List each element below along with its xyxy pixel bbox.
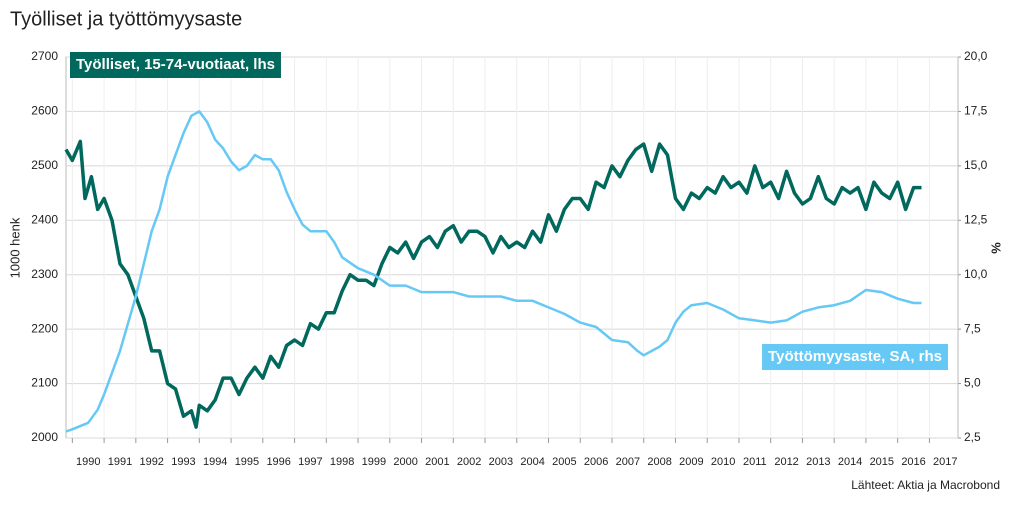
legend-box <box>70 52 281 78</box>
x-tick-label: 1992 <box>139 456 163 468</box>
x-tick-label: 2007 <box>616 456 640 468</box>
x-tick-label: 2012 <box>774 456 798 468</box>
x-tick-label: 2016 <box>901 456 925 468</box>
series-line <box>65 110 922 433</box>
chart-title: Työlliset ja työttömyysaste <box>10 8 242 30</box>
x-tick-label: 1997 <box>298 456 322 468</box>
source-note: Lähteet: Aktia ja Macrobond <box>851 478 1000 492</box>
x-tick-label: 1999 <box>362 456 386 468</box>
y-tick-label: 2000 <box>31 430 58 444</box>
x-tick-label: 2000 <box>393 456 417 468</box>
x-tick-label: 2017 <box>933 456 957 468</box>
x-tick-label: 2015 <box>870 456 894 468</box>
y-tick-label: 2200 <box>31 321 58 335</box>
x-tick-label: 1998 <box>330 456 354 468</box>
x-tick-label: 1990 <box>76 456 100 468</box>
x-tick-label: 2011 <box>743 456 767 468</box>
x-tick-label: 2001 <box>425 456 449 468</box>
y2-tick-label: 17,5 <box>964 104 988 118</box>
y2-tick-label: 20,0 <box>964 49 988 63</box>
x-tick-label: 1996 <box>266 456 290 468</box>
y-tick-label: 2100 <box>31 376 58 390</box>
y-axis-label: 1000 henk <box>7 217 22 278</box>
x-tick-label: 2008 <box>647 456 671 468</box>
y2-tick-label: 12,5 <box>964 212 988 226</box>
y2-axis-label: % <box>989 242 1004 254</box>
legend-label: Työttömyysaste, SA, rhs <box>768 348 942 365</box>
y-tick-label: 2300 <box>31 267 58 281</box>
y2-tick-label: 15,0 <box>964 158 988 172</box>
y2-tick-label: 7,5 <box>964 321 981 335</box>
x-tick-label: 1993 <box>171 456 195 468</box>
x-tick-label: 1994 <box>203 456 227 468</box>
legend-label: Työlliset, 15-74-vuotiaat, lhs <box>76 56 275 73</box>
x-tick-label: 2004 <box>520 456 544 468</box>
y2-tick-label: 5,0 <box>964 376 981 390</box>
x-tick-label: 2013 <box>806 456 830 468</box>
legend-box <box>762 344 948 370</box>
x-tick-label: 2006 <box>584 456 608 468</box>
y2-tick-label: 10,0 <box>964 267 988 281</box>
y2-tick-label: 2,5 <box>964 430 981 444</box>
x-tick-label: 2003 <box>489 456 513 468</box>
x-tick-label: 2002 <box>457 456 481 468</box>
x-tick-label: 2009 <box>679 456 703 468</box>
y-tick-label: 2700 <box>31 49 58 63</box>
y-tick-label: 2400 <box>31 212 58 226</box>
y-tick-label: 2500 <box>31 158 58 172</box>
y-tick-label: 2600 <box>31 104 58 118</box>
x-tick-label: 2005 <box>552 456 576 468</box>
x-tick-label: 2010 <box>711 456 735 468</box>
series-line <box>64 139 922 429</box>
x-tick-label: 1995 <box>235 456 259 468</box>
x-tick-label: 1991 <box>108 456 132 468</box>
x-tick-label: 2014 <box>838 456 862 468</box>
